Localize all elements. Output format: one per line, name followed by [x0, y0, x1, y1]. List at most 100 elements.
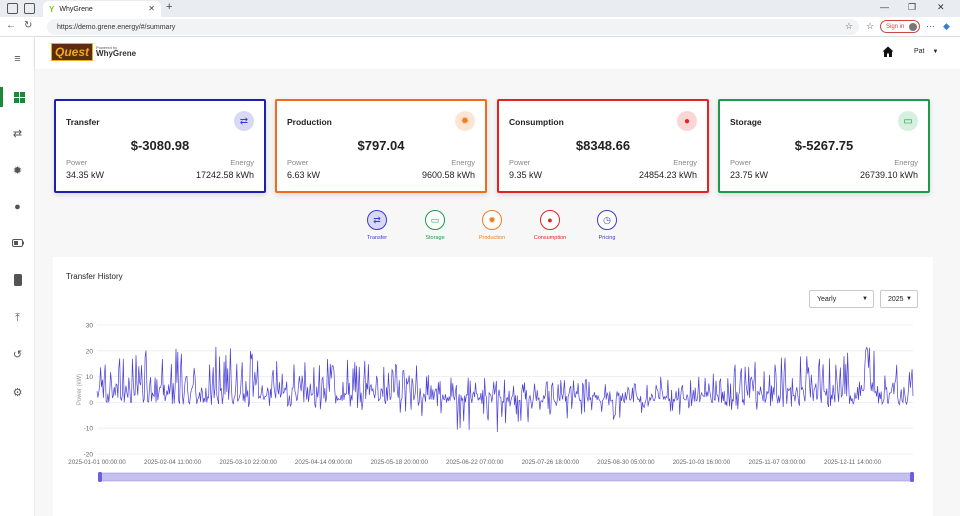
chevron-down-icon: ▼	[862, 296, 868, 302]
x-tick-label: 2025-04-14 09:00:00	[295, 459, 353, 466]
y-axis-label: Power (kW)	[77, 374, 83, 405]
energy-value: 26739.10 kWh	[859, 170, 918, 180]
main-content: Transfer ⇄ $-3080.98 Power Energy 34.35 kW 172…	[35, 69, 960, 516]
window-close-icon[interactable]: ✕	[937, 2, 945, 12]
battery-icon	[11, 239, 24, 247]
bulb-icon: ●	[14, 201, 21, 213]
x-tick-label: 2025-12-11 14:00:00	[824, 459, 882, 466]
x-tick-label: 2025-11-07 03:00:00	[749, 459, 807, 466]
url-text: https://demo.grene.energy/#/summary	[57, 23, 176, 31]
minimize-icon[interactable]: —	[880, 2, 889, 12]
sidebar-item-upload[interactable]: ⤒	[0, 308, 35, 328]
card-transfer[interactable]: Transfer ⇄ $-3080.98 Power Energy 34.35 kW 172…	[54, 99, 266, 193]
sidebar-item-transfer[interactable]: ⇄	[0, 123, 35, 143]
transfer-history-chart[interactable]: 30 20 10 0 -10 -20 Power (kW) 2025-01-01 00:00:…	[53, 257, 933, 516]
history-icon: ↺	[12, 348, 23, 361]
zoom-slider-handle-left	[98, 472, 102, 482]
y-tick-label: 10	[86, 374, 94, 381]
card-production[interactable]: Production ✹ $797.04 Power Energy 6.63 kW 9600…	[275, 99, 487, 193]
copilot-icon[interactable]: ◆	[943, 21, 950, 31]
card-storage[interactable]: Storage ▭ $-5267.75 Power Energy 23.75 kW 2673…	[718, 99, 930, 193]
tab-close-icon[interactable]: ✕	[148, 4, 155, 13]
x-tick-label: 2025-03-10 22:00:00	[219, 459, 277, 466]
power-value: 9.35 kW	[509, 170, 543, 180]
power-value: 34.35 kW	[66, 170, 105, 180]
bulb-icon: ●	[677, 111, 697, 131]
sun-icon: ✹	[455, 111, 475, 131]
year-select[interactable]: 2025 ▼	[880, 290, 918, 308]
selector-transfer[interactable]: ⇄ Transfer	[357, 210, 397, 241]
favorites-icon[interactable]: ☆	[866, 21, 875, 31]
power-label: Power	[66, 158, 88, 167]
energy-value: 24854.23 kWh	[638, 170, 697, 180]
y-tick-label: 30	[86, 323, 94, 330]
power-label: Power	[730, 158, 752, 167]
refresh-icon[interactable]: ↻	[24, 20, 33, 31]
chevron-down-icon: ▼	[906, 296, 912, 302]
power-label: Power	[287, 158, 309, 167]
clock-icon: ◷	[597, 210, 617, 230]
user-name: Pat	[914, 48, 925, 55]
selector-label: Pricing	[598, 235, 616, 241]
y-tick-label: -10	[84, 426, 94, 433]
sun-icon: ✹	[12, 164, 23, 177]
selector-label: Consumption	[533, 235, 567, 241]
logo-brand: Quest	[51, 43, 94, 61]
energy-label: Energy	[451, 158, 475, 167]
x-tick-label: 2025-08-30 05:00:00	[597, 459, 655, 466]
sidebar-item-devices[interactable]	[0, 270, 35, 290]
menu-icon[interactable]: ≡	[14, 53, 21, 65]
x-tick-label: 2025-01-01 00:00:00	[68, 459, 126, 466]
sidebar-item-settings[interactable]: ⚙	[0, 382, 35, 402]
battery-icon: ▭	[425, 210, 445, 230]
sidebar-item-consumption[interactable]: ●	[0, 197, 35, 217]
device-icon	[13, 274, 22, 286]
card-amount: $-3080.98	[130, 138, 190, 153]
sign-in-button[interactable]: Sign in	[880, 20, 920, 33]
sidebar-item-dashboard[interactable]	[0, 87, 35, 107]
power-value: 23.75 kW	[730, 170, 769, 180]
user-menu[interactable]: Pat ▼	[914, 48, 938, 55]
logo-powered-block: Powered by WhyGrene	[96, 46, 136, 58]
home-icon[interactable]	[882, 46, 894, 58]
y-tick-label: 20	[86, 348, 94, 355]
card-amount: $797.04	[357, 138, 405, 153]
x-tick-label: 2025-10-03 16:00:00	[673, 459, 731, 466]
selector-storage[interactable]: ▭ Storage	[415, 210, 455, 241]
sign-in-label: Sign in	[886, 23, 905, 30]
selector-consumption[interactable]: ● Consumption	[530, 210, 570, 241]
transfer-series-line	[96, 346, 914, 433]
sidebar-item-production[interactable]: ✹	[0, 160, 35, 180]
transfer-icon: ⇄	[12, 127, 23, 140]
url-field[interactable]: https://demo.grene.energy/#/summary ☆	[47, 19, 859, 35]
quest-whygrene-logo[interactable]: Quest Powered by WhyGrene	[51, 43, 136, 61]
year-select-value: 2025	[888, 295, 904, 303]
restore-icon[interactable]: ❐	[908, 2, 917, 12]
card-consumption[interactable]: Consumption ● $8348.66 Power Energy 9.35 kW 24…	[497, 99, 709, 193]
power-value: 6.63 kW	[287, 170, 321, 180]
bookmark-star-icon[interactable]: ☆	[844, 21, 853, 31]
zoom-slider-track	[99, 472, 913, 482]
x-tick-label: 2025-07-26 18:00:00	[522, 459, 580, 466]
y-tick-label: 0	[89, 400, 93, 407]
tab-actions-icon[interactable]	[24, 3, 35, 14]
more-options-icon[interactable]: ⋯	[926, 21, 935, 31]
back-icon[interactable]: ←	[6, 20, 16, 31]
sidebar-item-storage[interactable]	[0, 233, 35, 253]
selector-pricing[interactable]: ◷ Pricing	[587, 210, 627, 241]
tab-title: WhyGrene	[59, 5, 93, 13]
card-title: Production	[287, 117, 332, 127]
card-amount: $8348.66	[575, 138, 631, 153]
card-title: Storage	[730, 117, 762, 127]
x-tick-label: 2025-05-18 20:00:00	[370, 459, 428, 466]
dashboard-icon	[13, 91, 25, 103]
workspaces-icon[interactable]	[7, 3, 18, 14]
sidebar-item-history[interactable]: ↺	[0, 344, 35, 364]
new-tab-icon[interactable]: +	[166, 1, 173, 13]
period-select[interactable]: Yearly ▼	[809, 290, 874, 308]
upload-icon: ⤒	[15, 311, 20, 324]
browser-tab[interactable]: Y WhyGrene ✕	[43, 1, 161, 17]
selector-production[interactable]: ✹ Production	[472, 210, 512, 241]
x-tick-label: 2025-06-22 07:00:00	[446, 459, 504, 466]
zoom-slider-handle-right	[910, 472, 914, 482]
